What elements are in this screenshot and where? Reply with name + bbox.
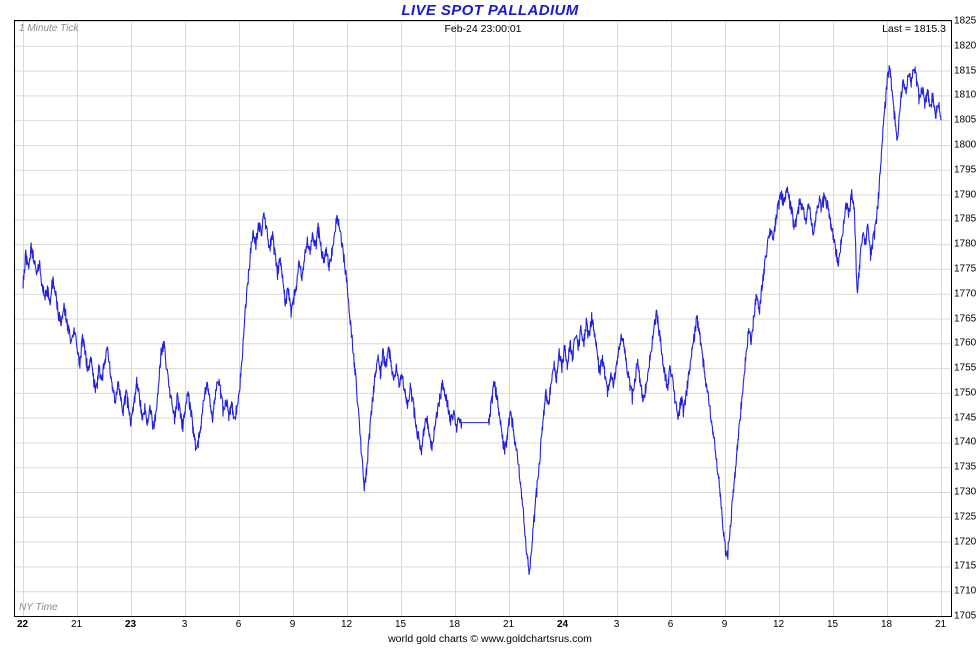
x-tick-label: 12 <box>340 619 353 630</box>
y-tick-label: 1790 <box>954 189 977 201</box>
page-title: LIVE SPOT PALLADIUM <box>401 2 579 19</box>
y-tick-label: 1710 <box>954 585 977 597</box>
y-tick-label: 1725 <box>954 511 977 523</box>
y-tick-label: 1755 <box>954 362 977 374</box>
y-axis-labels: 1825 1820 1815 1810 1805 1800 1795 1790 1785 1780… <box>954 16 980 622</box>
y-tick-label: 1745 <box>954 412 977 424</box>
x-tick-label: 9 <box>721 619 728 630</box>
y-tick-label: 1760 <box>954 337 977 349</box>
x-tick-label: 22 <box>16 619 29 630</box>
y-tick-label: 1810 <box>954 89 977 101</box>
x-tick-label: 18 <box>448 619 461 630</box>
x-axis-labels: 22 21 23 3 6 9 12 15 18 21 24 3 6 9 12 15 18 21 <box>14 619 952 633</box>
y-tick-label: 1785 <box>954 213 977 225</box>
y-tick-label: 1800 <box>954 139 977 151</box>
y-tick-label: 1770 <box>954 288 977 300</box>
x-tick-label: 21 <box>70 619 83 630</box>
x-tick-label: 15 <box>826 619 839 630</box>
y-tick-label: 1750 <box>954 387 977 399</box>
chart-gridlines <box>15 21 951 616</box>
y-tick-label: 1765 <box>954 313 977 324</box>
y-tick-label: 1720 <box>954 536 977 548</box>
y-tick-label: 1715 <box>954 560 977 572</box>
y-tick-label: 1780 <box>954 238 977 250</box>
plot-area: 1 Minute Tick Feb-24 23:00:01 Last = 181… <box>14 20 952 617</box>
y-tick-label: 1730 <box>954 486 977 498</box>
y-tick-label: 1805 <box>954 114 977 126</box>
y-tick-label: 1705 <box>954 610 977 622</box>
x-tick-label: 21 <box>502 619 515 630</box>
y-tick-label: 1820 <box>954 40 977 52</box>
timestamp-label: Feb-24 23:00:01 <box>444 23 522 35</box>
price-series-line <box>22 65 942 576</box>
y-tick-label: 1775 <box>954 263 977 275</box>
x-tick-label: 9 <box>289 619 296 630</box>
x-tick-label: 21 <box>934 619 947 630</box>
y-tick-label: 1740 <box>954 436 977 448</box>
y-tick-label: 1795 <box>954 164 977 176</box>
timezone-note: NY Time <box>19 602 58 613</box>
x-tick-label: 23 <box>124 619 137 630</box>
y-tick-label: 1825 <box>954 15 977 27</box>
x-tick-label: 3 <box>181 619 188 630</box>
tick-interval-note: 1 Minute Tick <box>19 23 79 34</box>
x-tick-label: 6 <box>235 619 242 630</box>
last-price-label: Last = 1815.3 <box>882 23 946 35</box>
x-tick-label: 18 <box>880 619 893 630</box>
x-tick-label: 3 <box>613 619 620 630</box>
y-tick-label: 1815 <box>954 65 977 77</box>
x-tick-label: 15 <box>394 619 407 630</box>
x-tick-label: 6 <box>667 619 674 630</box>
y-tick-label: 1735 <box>954 461 977 473</box>
x-tick-label: 24 <box>556 619 569 630</box>
credit-line: world gold charts © www.goldchartsrus.co… <box>388 633 592 645</box>
x-tick-label: 12 <box>772 619 785 630</box>
